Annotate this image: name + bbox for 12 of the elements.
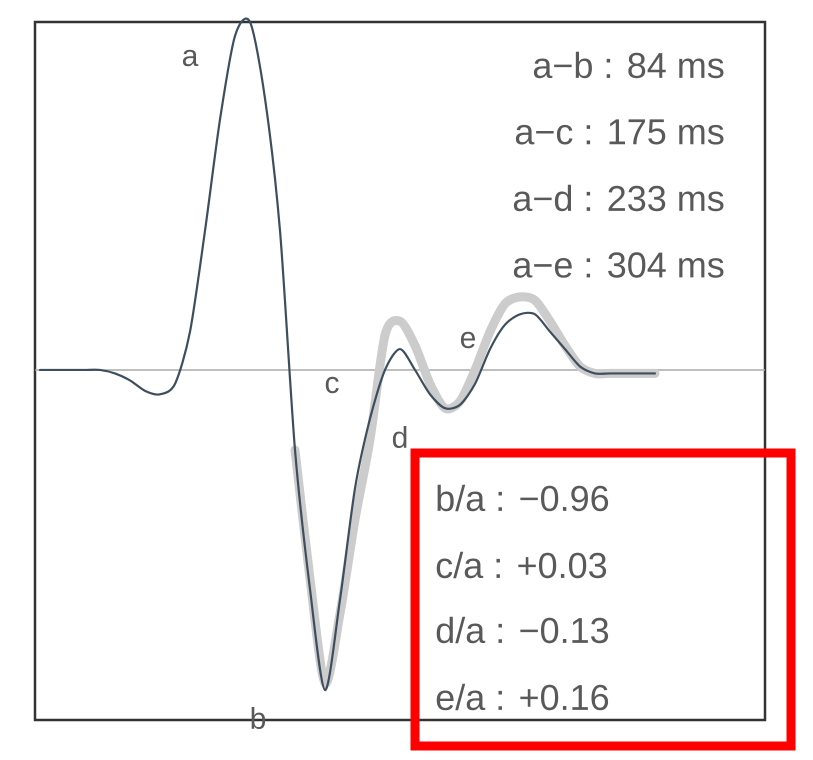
annotation: e xyxy=(460,332,476,348)
annotation: d/a : −0.13 xyxy=(436,616,608,644)
annotation: c/a : +0.03 xyxy=(436,552,606,578)
annotation: c xyxy=(326,376,339,394)
annotation: b/a : −0.96 xyxy=(438,484,608,512)
annotation: a−b : 84 ms xyxy=(534,52,724,78)
annotation: a xyxy=(182,50,198,66)
annotation: d xyxy=(392,426,406,448)
annotation: a−c : 175 ms xyxy=(516,119,724,145)
annotation: a−d : 233 ms xyxy=(514,184,724,212)
annotation: a−e : 304 ms xyxy=(514,252,724,278)
annotation: e/a : +0.16 xyxy=(436,684,608,710)
